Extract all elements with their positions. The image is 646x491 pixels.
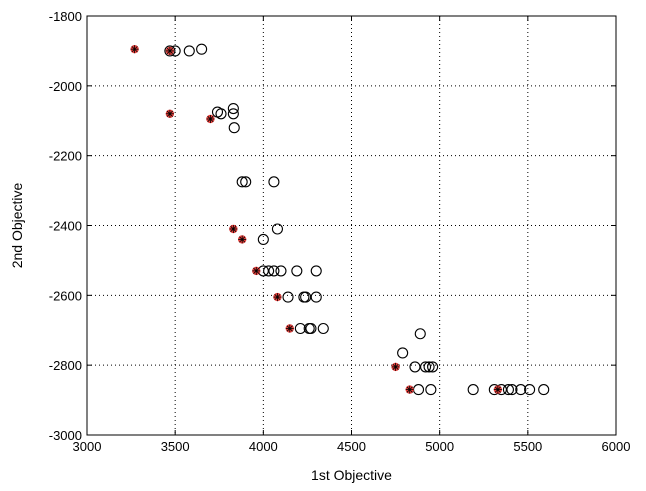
data-point-asterisk — [273, 292, 282, 302]
data-point-circle — [427, 361, 439, 373]
data-point-circle — [423, 361, 435, 373]
x-tick-label: 4000 — [249, 439, 278, 454]
x-tick-label: 3000 — [73, 439, 102, 454]
data-markers — [130, 43, 550, 396]
asterisk-stroke — [494, 386, 501, 393]
y-axis-title: 2nd Objective — [9, 182, 25, 268]
data-point-circle — [291, 265, 303, 277]
data-point-circle — [305, 322, 317, 335]
data-point-asterisk — [229, 224, 238, 234]
asterisk-stroke — [166, 110, 173, 117]
asterisk-stroke — [166, 47, 173, 54]
data-point-asterisk — [252, 266, 261, 276]
y-tick-label: -2400 — [49, 219, 82, 234]
data-point-asterisk — [493, 385, 503, 394]
asterisk-stroke — [239, 236, 246, 243]
asterisk-stroke — [274, 293, 281, 301]
data-point-circle — [467, 384, 479, 396]
data-point-circle — [271, 223, 283, 235]
x-tick-label: 3500 — [161, 439, 190, 454]
data-point-circle — [300, 291, 312, 303]
data-point-circle — [268, 176, 280, 188]
data-point-asterisk — [165, 109, 175, 118]
data-point-circle — [227, 102, 239, 115]
data-point-circle — [164, 45, 176, 57]
data-point-asterisk — [405, 385, 414, 394]
data-point-circle — [420, 361, 432, 373]
x-tick-label: 6000 — [602, 439, 631, 454]
data-point-circle — [183, 45, 195, 57]
x-tick-label: 4500 — [337, 439, 366, 454]
asterisk-stroke — [406, 386, 413, 393]
data-point-circle — [524, 384, 536, 396]
x-tick-label: 5000 — [425, 439, 454, 454]
y-tick-label: -3000 — [49, 428, 82, 443]
axis-ticks: 3000 3500 4000 4500 5000 5500 6000 -1800 -2000 -2… — [49, 9, 631, 454]
asterisk-stroke — [230, 225, 237, 233]
data-point-circle — [196, 43, 208, 55]
data-point-asterisk — [165, 46, 175, 56]
asterisk-stroke — [286, 325, 293, 332]
x-tick-label: 5500 — [513, 439, 542, 454]
data-point-asterisk — [206, 114, 215, 124]
data-point-circle — [310, 265, 322, 277]
data-point-asterisk — [391, 362, 400, 372]
data-point-circle — [263, 265, 275, 277]
data-point-circle — [397, 347, 409, 359]
data-point-circle — [310, 291, 322, 303]
y-tick-label: -2200 — [49, 149, 82, 164]
data-point-circle — [294, 322, 306, 335]
y-tick-label: -1800 — [49, 9, 82, 24]
data-point-circle — [227, 108, 239, 120]
data-point-asterisk — [237, 235, 247, 244]
grid-lines — [87, 16, 616, 435]
asterisk-stroke — [207, 115, 214, 123]
data-point-circle — [257, 233, 269, 246]
data-point-circle — [506, 384, 518, 396]
data-point-asterisk — [285, 324, 294, 333]
data-point-asterisk — [130, 44, 139, 54]
x-axis-title: 1st Objective — [311, 467, 392, 483]
data-point-circle — [282, 291, 294, 303]
y-tick-label: -2600 — [49, 288, 82, 303]
data-point-circle — [515, 384, 527, 396]
data-point-circle — [215, 108, 227, 120]
data-point-circle — [538, 384, 550, 396]
asterisk-stroke — [253, 267, 260, 274]
y-tick-label: -2000 — [49, 79, 82, 94]
data-point-circle — [236, 176, 248, 188]
data-point-circle — [502, 384, 514, 396]
asterisk-stroke — [392, 363, 399, 370]
data-point-circle — [268, 265, 280, 277]
data-point-circle — [275, 265, 287, 277]
asterisk-stroke — [131, 46, 138, 53]
data-point-circle — [414, 328, 426, 340]
data-point-circle — [425, 384, 437, 396]
data-point-circle — [228, 122, 240, 134]
data-point-circle — [240, 176, 252, 188]
y-tick-label: -2800 — [49, 358, 82, 373]
data-point-circle — [317, 322, 329, 335]
data-point-circle — [409, 361, 421, 373]
